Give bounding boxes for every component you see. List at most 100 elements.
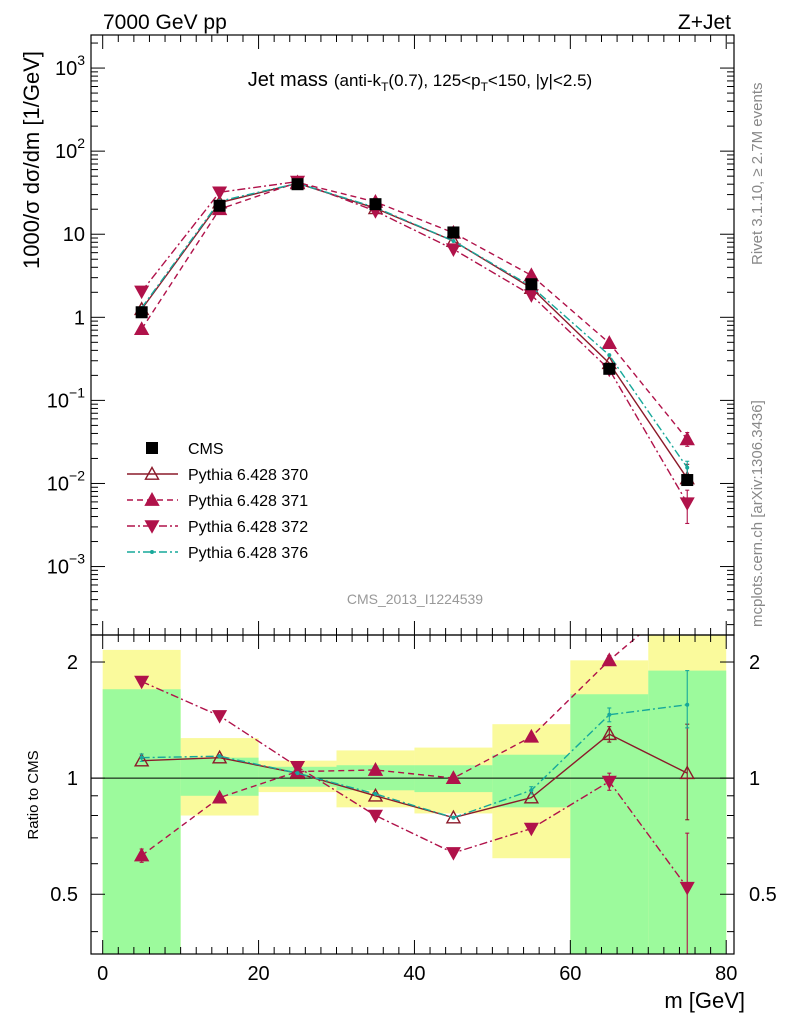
- ratio-y-tick-label: 2: [67, 652, 78, 674]
- ratio-point: [211, 789, 228, 804]
- ratio-line: [141, 635, 641, 857]
- series-cms: [135, 178, 694, 487]
- legend-entry: Pythia 6.428 371: [127, 492, 308, 510]
- ratio-point: [217, 754, 222, 759]
- series-line: [141, 182, 688, 479]
- legend-label: Pythia 6.428 371: [188, 493, 308, 510]
- data-point: [681, 474, 694, 487]
- data-point: [525, 278, 538, 291]
- ratio-point: [445, 770, 462, 785]
- ratio-frame: [90, 634, 735, 955]
- legend-label: Pythia 6.428 376: [188, 545, 308, 562]
- series-pythia-6-428-371: [133, 174, 695, 447]
- ratio-series: [133, 635, 695, 954]
- data-point: [603, 362, 616, 375]
- plot-title-sub-b: T: [481, 80, 489, 94]
- series-pythia-6-428-376: [139, 181, 690, 476]
- band-stat: [492, 754, 571, 808]
- ratio-point: [133, 752, 150, 767]
- y-tick-label: 10: [63, 224, 85, 246]
- legend-entry: Pythia 6.428 372: [127, 519, 308, 536]
- legend-marker: [144, 466, 160, 480]
- plot-title-detail-b: (0.7), 125<p: [388, 71, 480, 90]
- data-point: [135, 306, 148, 319]
- data-point: [134, 285, 150, 300]
- ratio-y-tick-label: 0.5: [50, 884, 78, 906]
- ratio-point: [679, 765, 695, 780]
- legend-entry: Pythia 6.428 376: [127, 545, 308, 562]
- ratio-line: [141, 704, 688, 819]
- ratio-y-axis-label: Ratio to CMS: [25, 750, 42, 839]
- x-tick-label: 40: [403, 963, 425, 985]
- y-tick-label: 1: [74, 307, 85, 329]
- header-left: 7000 GeV pp: [103, 11, 227, 34]
- y-tick-label: 10−1: [47, 384, 85, 412]
- ratio-error-bar: [685, 670, 690, 729]
- ratio-series-pythia-6-428-372: [134, 675, 695, 954]
- legend-label: Pythia 6.428 372: [188, 519, 308, 536]
- ratio-point: [212, 710, 228, 724]
- ratio-point: [685, 702, 690, 707]
- legend-entry: CMS: [146, 441, 224, 458]
- ratio-line: [141, 680, 688, 889]
- plot-title-detail-a: (anti-k: [334, 71, 382, 90]
- ratio-point: [367, 762, 384, 776]
- data-point: [685, 465, 690, 470]
- ratio-series-pythia-6-428-376: [139, 670, 690, 820]
- data-point: [607, 353, 612, 358]
- rivet-label: Rivet 3.1.10, ≥ 2.7M events: [749, 83, 766, 266]
- legend-marker: [144, 520, 160, 534]
- x-tick-label: 80: [715, 963, 737, 985]
- ratio-ticks: 0 20 40 60 80 0.5 0.5 1 1 2 2: [50, 635, 777, 985]
- data-point: [679, 497, 695, 511]
- x-tick-label: 20: [247, 963, 269, 985]
- data-point: [291, 178, 304, 191]
- series-line: [141, 181, 688, 440]
- main-series: [133, 174, 695, 525]
- data-point: [447, 226, 460, 239]
- legend-label: CMS: [188, 441, 224, 458]
- data-point: [445, 243, 461, 257]
- x-tick-label: 0: [97, 963, 108, 985]
- ratio-point: [601, 726, 617, 741]
- series-line: [141, 182, 688, 469]
- data-point: [451, 238, 456, 243]
- ratio-point: [139, 755, 144, 760]
- main-panel: Jet mass (anti-kT(0.7), 125<pT<150, |y|<2…: [19, 35, 734, 635]
- data-point: [369, 198, 382, 211]
- legend-marker: [146, 442, 158, 454]
- legend-entry: Pythia 6.428 370: [127, 466, 308, 484]
- x-tick-label: 60: [559, 963, 581, 985]
- legend-marker: [144, 492, 160, 506]
- ratio-y-tick-label-right: 2: [749, 652, 760, 674]
- plot-title-detail-c: <150, |y|<2.5): [488, 71, 592, 90]
- legend-label: Pythia 6.428 370: [188, 467, 308, 484]
- ratio-y-tick-label: 1: [67, 768, 78, 790]
- main-y-axis-label: 1000/σ dσ/dm [1/GeV]: [19, 51, 44, 269]
- ratio-panel: 0 20 40 60 80 0.5 0.5 1 1 2 2 Ratio to CMS m [GeV]: [25, 635, 777, 1013]
- ratio-point: [529, 788, 534, 793]
- band-stat: [102, 689, 181, 954]
- ratio-point: [445, 847, 461, 861]
- ratio-point: [523, 728, 540, 743]
- ratio-uncertainty-bands: [102, 635, 727, 954]
- ratio-point: [523, 789, 540, 804]
- y-tick-label: 103: [55, 52, 85, 80]
- ratio-point: [290, 760, 306, 775]
- plot-title-main: Jet mass: [248, 69, 328, 91]
- ratio-y-tick-label-right: 0.5: [749, 884, 777, 906]
- x-axis-label: m [GeV]: [664, 988, 745, 1013]
- analysis-id: CMS_2013_I1224539: [347, 591, 483, 607]
- ratio-point: [295, 771, 300, 776]
- legend-marker: [150, 550, 154, 554]
- ratio-line: [141, 733, 688, 819]
- y-tick-label: 10−3: [47, 551, 85, 579]
- data-point: [213, 199, 226, 212]
- ratio-point: [601, 775, 617, 790]
- ratio-point: [451, 815, 456, 820]
- data-point: [133, 321, 150, 336]
- ratio-point: [133, 847, 150, 862]
- data-point: [601, 335, 617, 349]
- ratio-point: [373, 791, 378, 796]
